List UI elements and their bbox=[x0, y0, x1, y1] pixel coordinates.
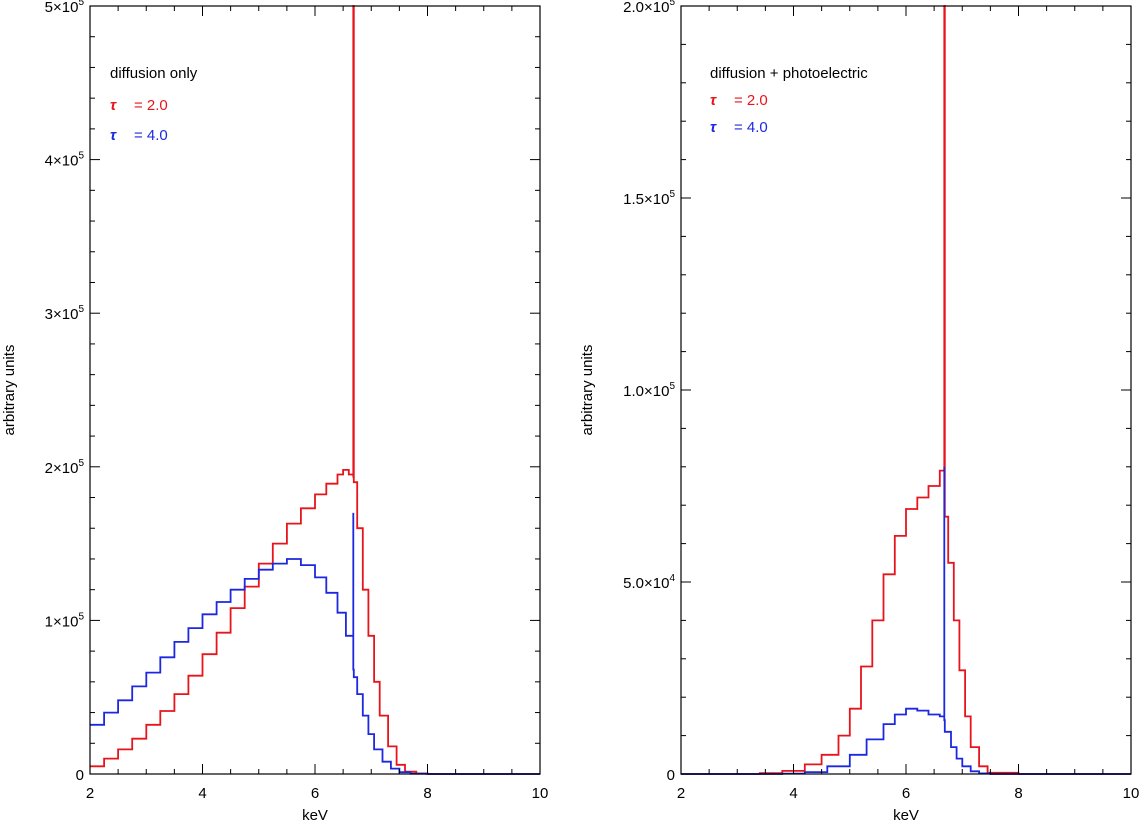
y-tick-mantissa: 5.0×10 bbox=[623, 575, 669, 592]
series-line-tau-2 bbox=[90, 5, 540, 775]
y-tick-mantissa: 2×10 bbox=[45, 460, 79, 477]
y-tick-label: 5.0×104 bbox=[623, 573, 675, 592]
legend-symbol: τ bbox=[110, 97, 117, 114]
series-line-tau-4 bbox=[681, 466, 1131, 775]
y-tick-mantissa: 5×10 bbox=[45, 0, 79, 16]
x-axis-title: keV bbox=[893, 807, 919, 824]
y-axis-title: arbitrary units bbox=[1, 345, 18, 436]
y-tick-exponent: 5 bbox=[78, 151, 84, 162]
y-tick-mantissa: 2.0×10 bbox=[623, 0, 669, 16]
legend-value: = 2.0 bbox=[134, 97, 168, 114]
legend-symbol: τ bbox=[710, 92, 717, 109]
x-axis-title: keV bbox=[302, 807, 328, 824]
series-line-tau-4 bbox=[90, 512, 540, 775]
y-tick-exponent: 5 bbox=[78, 458, 84, 469]
y-tick-label: 2×105 bbox=[45, 458, 85, 477]
y-tick-mantissa: 3×10 bbox=[45, 306, 79, 323]
y-tick-mantissa: 4×10 bbox=[45, 153, 79, 170]
y-tick-mantissa: 1.5×10 bbox=[623, 191, 669, 208]
y-tick-exponent: 5 bbox=[669, 0, 675, 8]
y-tick-label: 5×105 bbox=[45, 0, 85, 16]
x-tick-label: 4 bbox=[198, 785, 206, 802]
y-tick-exponent: 5 bbox=[78, 611, 84, 622]
y-tick-exponent: 4 bbox=[669, 573, 675, 584]
series-line-tau-2 bbox=[681, 5, 1131, 775]
legend-value: = 4.0 bbox=[134, 127, 168, 144]
y-tick-label: 3×105 bbox=[45, 304, 85, 323]
x-tick-label: 4 bbox=[789, 785, 797, 802]
y-tick-label: 1×105 bbox=[45, 611, 85, 630]
x-tick-label: 6 bbox=[311, 785, 319, 802]
y-tick-exponent: 5 bbox=[78, 304, 84, 315]
y-tick-label: 1.0×105 bbox=[623, 381, 675, 400]
legend-symbol: τ bbox=[110, 127, 117, 144]
y-tick-label: 1.5×105 bbox=[623, 189, 675, 208]
legend-title: diffusion + photoelectric bbox=[710, 65, 868, 82]
legend-symbol: τ bbox=[710, 119, 717, 136]
y-tick-label: 0 bbox=[76, 767, 84, 784]
legend-title: diffusion only bbox=[110, 65, 198, 82]
legend-value: = 4.0 bbox=[734, 119, 768, 136]
y-tick-label: 4×105 bbox=[45, 151, 85, 170]
x-tick-label: 2 bbox=[677, 785, 685, 802]
y-tick-mantissa: 1.0×10 bbox=[623, 383, 669, 400]
y-tick-mantissa: 0 bbox=[667, 767, 675, 784]
y-tick-mantissa: 1×10 bbox=[45, 613, 79, 630]
x-tick-label: 6 bbox=[902, 785, 910, 802]
y-tick-exponent: 5 bbox=[669, 381, 675, 392]
y-tick-exponent: 5 bbox=[78, 0, 84, 8]
y-tick-exponent: 5 bbox=[669, 189, 675, 200]
x-tick-label: 8 bbox=[1014, 785, 1022, 802]
plot-frame bbox=[89, 5, 541, 775]
y-tick-label: 0 bbox=[667, 767, 675, 784]
y-axis-title: arbitrary units bbox=[579, 345, 596, 436]
y-tick-mantissa: 0 bbox=[76, 767, 84, 784]
y-tick-label: 2.0×105 bbox=[623, 0, 675, 16]
x-tick-label: 2 bbox=[86, 785, 94, 802]
legend-value: = 2.0 bbox=[734, 92, 768, 109]
x-tick-label: 10 bbox=[1123, 785, 1140, 802]
x-tick-label: 10 bbox=[532, 785, 549, 802]
x-tick-label: 8 bbox=[423, 785, 431, 802]
